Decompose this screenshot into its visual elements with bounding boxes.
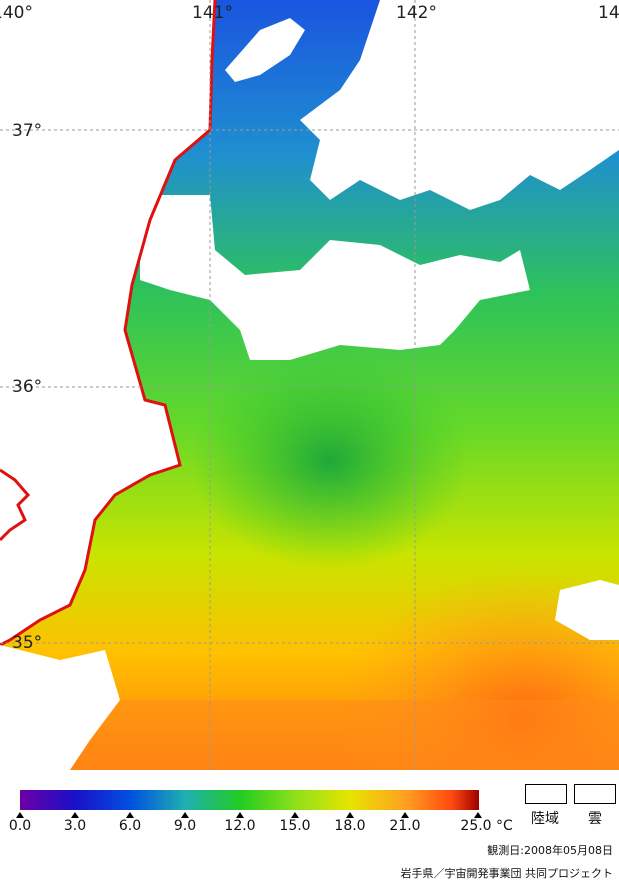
lon-label-143: 143°: [598, 3, 619, 23]
tick-label: 0.0: [8, 818, 32, 834]
observation-date: 観測日:2008年05月08日: [487, 844, 613, 857]
tick-label: 12.0: [224, 818, 256, 834]
coastline-west-bay: [0, 468, 31, 542]
land-swatch: [525, 784, 567, 804]
graticule: [0, 0, 619, 770]
tick-label: 15.0: [279, 818, 311, 834]
coastline: [0, 0, 217, 647]
land-honshu: [0, 0, 215, 645]
tick-label: 3.0: [63, 818, 87, 834]
tick-label: 18.0: [334, 818, 366, 834]
tick-mark: [16, 812, 24, 818]
lat-label-35: 35°: [12, 633, 42, 653]
tick-label: 9.0: [173, 818, 197, 834]
tick-mark: [236, 812, 244, 818]
tick-label: 21.0: [389, 818, 421, 834]
tick-mark: [71, 812, 79, 818]
tick-mark: [291, 812, 299, 818]
cloud-cover-northeast: [300, 0, 619, 210]
tick-mark: [474, 812, 482, 818]
unit-label: °C: [496, 818, 513, 834]
tick-label: 25.0: [460, 818, 492, 834]
tick-mark: [181, 812, 189, 818]
warm-south-band: [50, 700, 619, 770]
lon-label-140: 140°: [0, 3, 33, 23]
cloud-label: 雲: [588, 811, 602, 827]
lon-label-141: 141°: [192, 3, 233, 23]
lon-label-142: 142°: [396, 3, 437, 23]
tick-mark: [126, 812, 134, 818]
temperature-colorbar: [20, 790, 479, 810]
cloud-patch-east: [555, 580, 619, 640]
cloud-patch-top: [225, 18, 305, 82]
lat-label-36: 36°: [12, 377, 42, 397]
credit-line: 岩手県／宇宙開発事業団 共同プロジェクト: [400, 867, 614, 880]
cloud-cover-north: [140, 195, 530, 360]
tick-mark: [401, 812, 409, 818]
legend: 0.0 3.0 6.0 9.0 12.0 15.0 18.0 21.0 25.0…: [0, 770, 619, 881]
land-southwest: [0, 645, 120, 770]
tick-mark: [346, 812, 354, 818]
sst-map: 140° 141° 142° 143° 37° 36° 35°: [0, 0, 619, 770]
lat-label-37: 37°: [12, 121, 42, 141]
tick-label: 6.0: [118, 818, 142, 834]
cold-core-region: [190, 350, 470, 570]
land-label: 陸域: [531, 811, 559, 827]
cloud-swatch: [574, 784, 616, 804]
